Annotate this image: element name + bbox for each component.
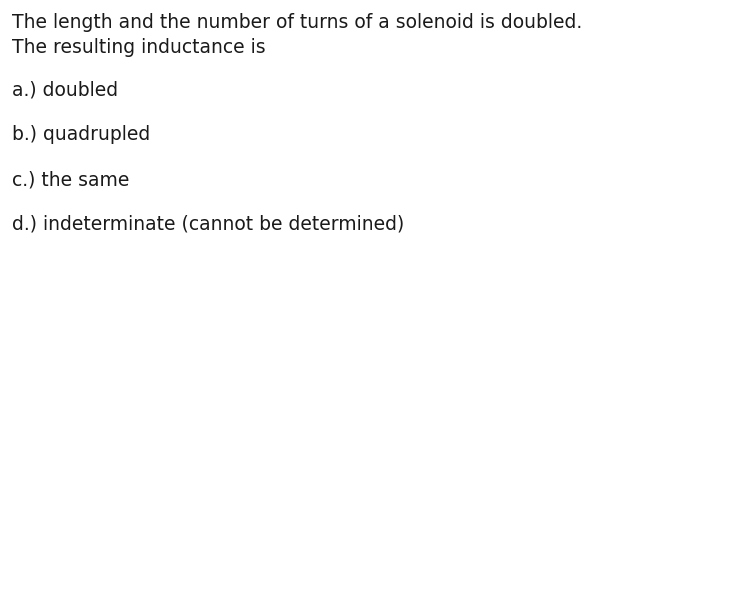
Text: c.) the same: c.) the same	[12, 170, 129, 189]
Text: a.) doubled: a.) doubled	[12, 80, 118, 99]
Text: The resulting inductance is: The resulting inductance is	[12, 38, 265, 57]
Text: b.) quadrupled: b.) quadrupled	[12, 125, 150, 144]
Text: The length and the number of turns of a solenoid is doubled.: The length and the number of turns of a …	[12, 13, 582, 32]
Text: d.) indeterminate (cannot be determined): d.) indeterminate (cannot be determined)	[12, 215, 404, 234]
